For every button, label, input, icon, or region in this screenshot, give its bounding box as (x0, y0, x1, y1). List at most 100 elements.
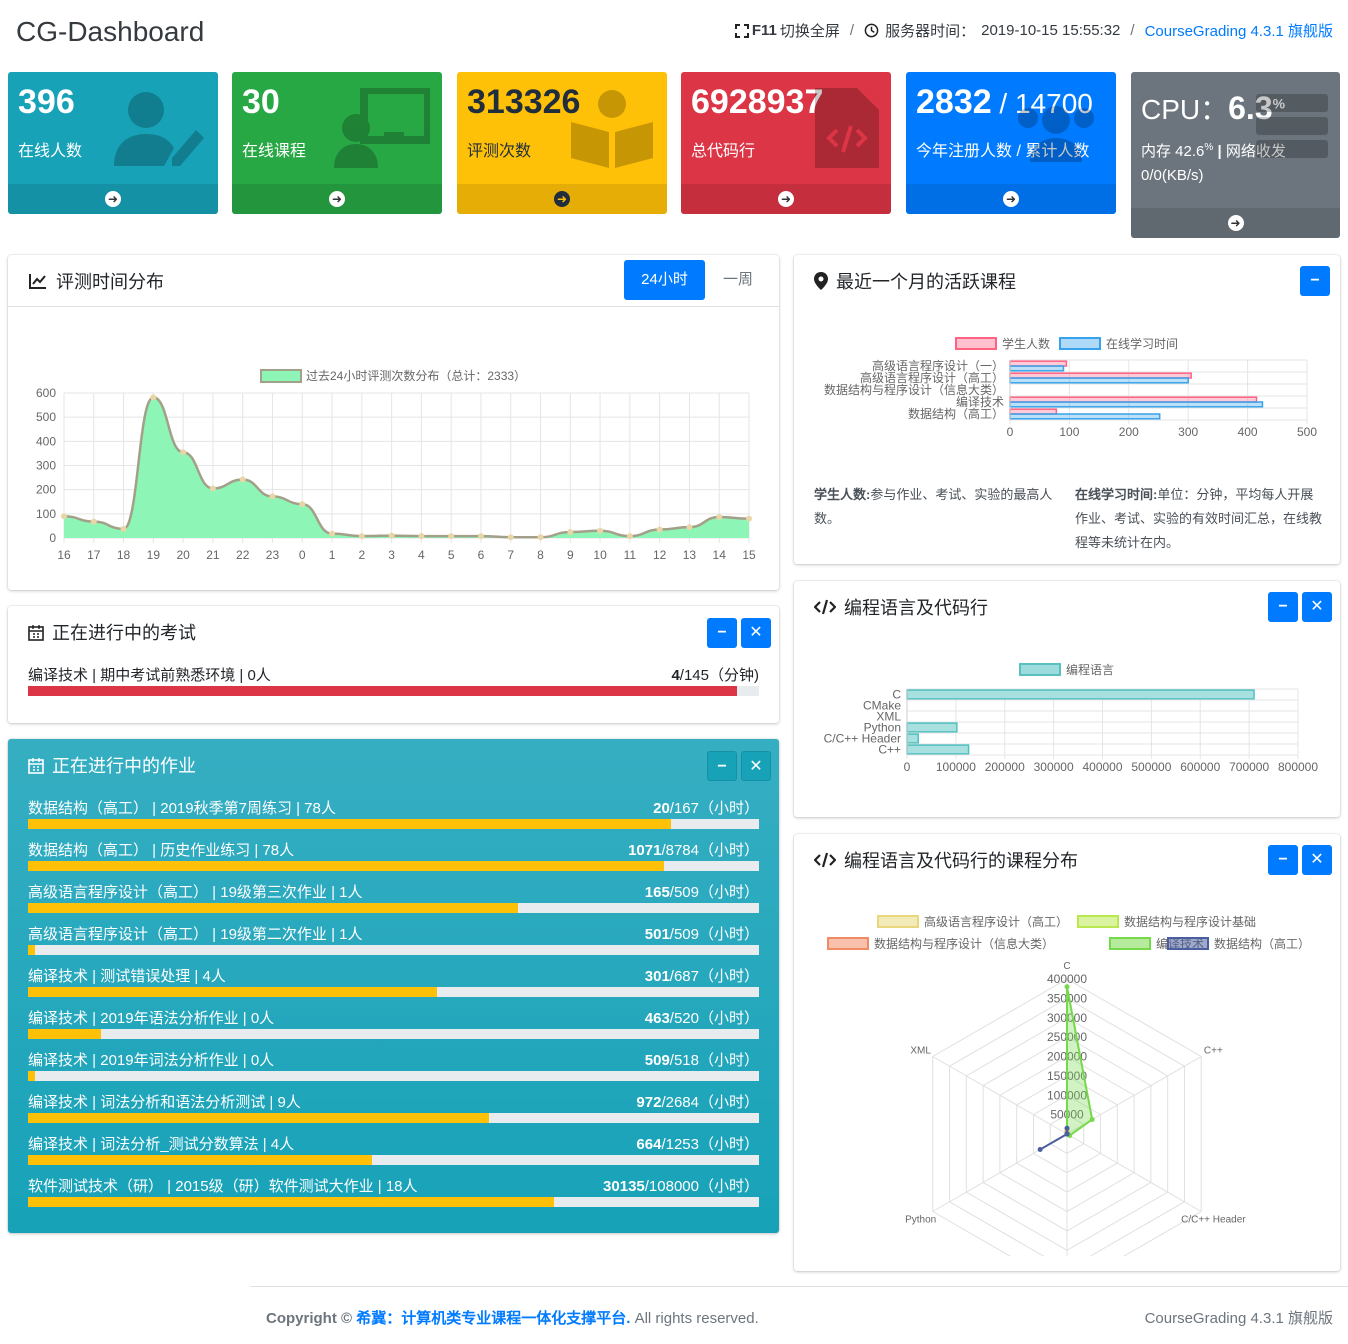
close-button[interactable]: ✕ (741, 618, 771, 648)
progress-item[interactable]: 高级语言程序设计（高工） | 19级第二次作业 | 1人 501/509（小时） (28, 923, 759, 965)
progress-fill (28, 819, 672, 829)
progress-item[interactable]: 软件测试技术（研） | 2015级（研）软件测试大作业 | 18人 30135/… (28, 1175, 759, 1217)
item-done: 972 (636, 1094, 662, 1111)
stat-more-link[interactable]: ➜ (681, 184, 891, 214)
item-total: /509（小时） (669, 884, 759, 901)
card-title: 正在进行中的作业 (52, 756, 196, 776)
stat-label: 在线人数 (18, 143, 83, 160)
item-total: /2684（小时） (661, 1094, 759, 1111)
card-title: 编程语言及代码行的课程分布 (844, 851, 1078, 871)
progress-item[interactable]: 编译技术 | 2019年语法分析作业 | 0人 463/520（小时） (28, 1007, 759, 1049)
item-progress: 165/509（小时） (645, 881, 759, 902)
close-button[interactable]: ✕ (741, 751, 771, 781)
close-button[interactable]: ✕ (1302, 845, 1332, 875)
item-progress: 664/1253（小时） (636, 1133, 759, 1154)
book-reader-icon (571, 90, 653, 168)
data-point (418, 533, 425, 540)
progress-item[interactable]: 编译技术 | 词法分析_测试分数算法 | 4人 664/1253（小时） (28, 1133, 759, 1175)
progress-item[interactable]: 编译技术 | 期中考试前熟悉环境 | 0人 4/145（分钟) (28, 664, 759, 706)
data-point (537, 534, 544, 541)
header-toolbar: F11 切换全屏 / 服务器时间： 2019-10-15 15:55:32 / C… (734, 20, 1333, 41)
x-tick-label: 8 (537, 548, 544, 562)
org-link[interactable]: 希冀：计算机类专业课程一体化支撑平台. (356, 1310, 631, 1327)
item-done: 509 (644, 1052, 670, 1069)
tab-24h[interactable]: 24小时 (624, 260, 705, 300)
stat-online-users: 396 在线人数 ➜ (8, 72, 218, 214)
expand-icon (734, 23, 749, 38)
x-tick-label: 0 (299, 548, 306, 562)
active-courses-bar-chart: 学生人数 在线学习时间 0 100 200 300 400 500 高级语言程序设计（一）高级语… (824, 336, 1317, 439)
stat-more-link[interactable]: ➜ (8, 184, 218, 214)
card-header: 评测时间分布 (8, 255, 779, 307)
progress-fill (28, 1071, 36, 1081)
axis-line (1066, 1133, 1202, 1212)
item-progress: 972/2684（小时） (636, 1091, 759, 1112)
axis-label: C (1063, 961, 1070, 972)
x-tick-label: 17 (87, 548, 101, 562)
legend-label: 高级语言程序设计（高工） (924, 914, 1068, 929)
progress-item[interactable]: 编译技术 | 词法分析和语法分析测试 | 9人 972/2684（小时） (28, 1091, 759, 1133)
x-tick-label: 3 (388, 548, 395, 562)
collapse-button[interactable]: − (707, 751, 737, 781)
rights-text: All rights reserved. (634, 1310, 759, 1327)
progress-fill (28, 987, 438, 997)
data-point (477, 533, 484, 540)
judge-time-card: 评测时间分布 24小时 一周 过去24小时评测次数分布（总计：2333） 0 100… (8, 255, 779, 590)
y-tick-label: CMake (863, 699, 901, 713)
progress-bar (28, 861, 759, 871)
legend-swatch (877, 915, 919, 928)
bar (1009, 365, 1065, 372)
progress-item[interactable]: 编译技术 | 测试错误处理 | 4人 301/687（小时） (28, 965, 759, 1007)
product-link[interactable]: CourseGrading 4.3.1 旗舰版 (1144, 23, 1333, 40)
fullscreen-label: 切换全屏 (779, 23, 840, 40)
progress-item[interactable]: 数据结构（高工） | 2019秋季第7周练习 | 78人 20/167（小时） (28, 797, 759, 839)
y-tick-label: 400 (36, 434, 56, 448)
server-icon (1256, 94, 1328, 158)
x-tick-label: 0 (1007, 425, 1014, 439)
x-tick-label: 14 (713, 548, 727, 562)
x-tick-label: 16 (57, 548, 71, 562)
judge-area-chart: 过去24小时评测次数分布（总计：2333）0100200300400500600… (36, 368, 756, 562)
bar (906, 722, 958, 733)
item-name: 编译技术 | 2019年词法分析作业 | 0人 (28, 1052, 275, 1069)
tab-week[interactable]: 一周 (722, 271, 753, 288)
y-tick-label: C/C++ Header (824, 732, 901, 746)
item-total: /520（小时） (669, 1010, 759, 1027)
item-progress: 4/145（分钟) (671, 664, 759, 685)
mem-label: 内存 42.6 (1141, 143, 1205, 160)
x-tick-label: 6 (478, 548, 485, 562)
stat-more-link[interactable]: ➜ (1131, 208, 1340, 238)
fullscreen-toggle[interactable]: F11 切换全屏 (734, 20, 840, 41)
collapse-button[interactable]: − (1268, 845, 1298, 875)
progress-item[interactable]: 编译技术 | 2019年词法分析作业 | 0人 509/518（小时） (28, 1049, 759, 1091)
card-header: 编程语言及代码行 (794, 581, 1340, 633)
x-tick-label: 7 (507, 548, 514, 562)
stat-more-link[interactable]: ➜ (232, 184, 442, 214)
collapse-button[interactable]: − (1268, 592, 1298, 622)
note-label: 在线学习时间: (1075, 487, 1158, 502)
x-tick-label: 5 (448, 548, 455, 562)
item-name: 数据结构（高工） | 2019秋季第7周练习 | 78人 (28, 800, 336, 817)
progress-item[interactable]: 数据结构（高工） | 历史作业练习 | 78人 1071/8784（小时） (28, 839, 759, 881)
stat-value: 30 (242, 83, 280, 121)
item-done: 463 (644, 1010, 670, 1027)
map-marker-icon (814, 272, 828, 290)
r-tick-label: 400000 (1047, 972, 1087, 986)
y-tick-label: C++ (878, 743, 901, 757)
data-point (1064, 1125, 1070, 1131)
progress-fill (28, 1197, 555, 1207)
progress-item[interactable]: 高级语言程序设计（高工） | 19级第三次作业 | 1人 165/509（小时） (28, 881, 759, 923)
item-done: 20 (653, 800, 670, 817)
stat-registrations: 2832 / 14700 今年注册人数 / 累计人数 ➜ (906, 72, 1116, 214)
collapse-button[interactable]: − (1300, 266, 1330, 296)
collapse-button[interactable]: − (707, 618, 737, 648)
close-button[interactable]: ✕ (1302, 592, 1332, 622)
progress-bar (28, 819, 759, 829)
bar (1009, 401, 1264, 408)
item-done: 664 (636, 1136, 662, 1153)
stat-more-link[interactable]: ➜ (906, 184, 1116, 214)
item-done: 4 (671, 667, 680, 684)
stat-more-link[interactable]: ➜ (457, 184, 667, 214)
item-done: 165 (644, 884, 670, 901)
item-done: 30135 (603, 1178, 645, 1195)
